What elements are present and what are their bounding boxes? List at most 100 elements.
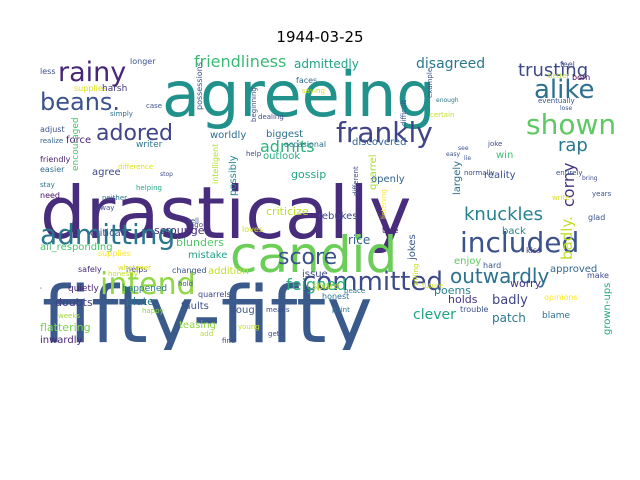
cloud-word-144: easy (446, 151, 460, 158)
cloud-word-83: trouble (460, 305, 489, 314)
cloud-word-96: glad (588, 213, 605, 222)
cloud-word-137: replied (40, 272, 42, 296)
cloud-word-138: difference (118, 163, 153, 171)
cloud-word-91: happy (142, 307, 164, 315)
cloud-word-75: quietly (68, 284, 99, 294)
cloud-word-93: opinions (544, 293, 578, 302)
cloud-word-64: possibly (228, 155, 239, 196)
cloud-word-113: joke (487, 140, 502, 148)
cloud-word-139: stop (160, 171, 173, 178)
cloud-word-60: worldly (210, 130, 246, 141)
cloud-word-135: honestly (108, 270, 138, 278)
cloud-word-148: willing (412, 264, 420, 286)
cloud-word-72: largely (452, 161, 463, 195)
cloud-word-90: weeks (58, 312, 80, 320)
cloud-word-22: corny (559, 163, 578, 208)
cloud-word-24: badly. (558, 216, 576, 260)
cloud-word-73: grown-ups (602, 283, 613, 335)
cloud-word-142: see (458, 145, 469, 152)
cloud-word-25: admittedly (294, 57, 359, 71)
cloud-word-105: better (548, 72, 570, 80)
cloud-word-66: addition (208, 266, 249, 277)
cloud-word-55: win (496, 150, 513, 161)
cloud-word-133: whatever (118, 264, 151, 272)
cloud-word-103: born (572, 73, 590, 82)
cloud-word-87: easier (40, 165, 65, 174)
cloud-word-92: blame (542, 311, 570, 321)
cloud-word-5: admitting (40, 218, 175, 251)
cloud-word-40: doubts (55, 296, 93, 309)
cloud-word-62: encouraged (71, 117, 81, 171)
word-cloud: fifty-fifty drastically agreeing candid incl… (40, 50, 620, 350)
cloud-word-53: openly (371, 174, 405, 185)
cloud-word-46: blunders (176, 236, 224, 249)
cloud-word-102: saying (302, 87, 325, 95)
cloud-word-109: adjust (40, 125, 65, 134)
cloud-word-9: rainy (58, 57, 126, 88)
cloud-word-145: bring (582, 175, 598, 182)
cloud-word-61: possessions (195, 62, 204, 110)
cloud-word-101: faces (296, 76, 317, 85)
cloud-word-36: holds (448, 293, 478, 306)
cloud-word-20: disagreed (416, 56, 485, 72)
cloud-word-141: lose (560, 105, 572, 112)
cloud-word-95: kiss (526, 246, 541, 255)
cloud-word-128: add (200, 330, 213, 338)
cloud-word-58: supplies (74, 84, 107, 93)
cloud-word-44: rice (348, 233, 370, 247)
cloud-word-131: future (422, 282, 443, 290)
cloud-word-85: different (352, 166, 360, 196)
cloud-word-132: ago (190, 221, 203, 229)
cloud-word-114: certain (430, 111, 454, 119)
cloud-word-70: jokes (407, 234, 418, 261)
cloud-word-11: beans. (40, 88, 120, 116)
cloud-word-80: safely (78, 265, 102, 274)
cloud-word-71: back (502, 226, 526, 237)
cloud-word-65: intelligent (211, 144, 220, 184)
cloud-word-63: writer (136, 140, 163, 150)
cloud-word-33: poems (434, 284, 471, 297)
cloud-word-13: alike (534, 75, 595, 105)
cloud-word-79: helps (126, 265, 147, 274)
cloud-word-50: outlook (263, 151, 300, 162)
cloud-word-49: quarrel (368, 154, 379, 190)
cloud-word-147: example (426, 68, 434, 98)
cloud-word-76: happened (122, 284, 167, 294)
cloud-word-37: worry (510, 277, 542, 290)
cloud-word-121: helping (136, 184, 162, 192)
cloud-word-129: young (238, 323, 260, 331)
cloud-word-7: committed (302, 267, 443, 297)
cloud-word-117: entirely (556, 169, 583, 177)
cloud-word-86: friendly (40, 155, 71, 164)
cloud-word-146: difficult (400, 100, 408, 126)
cloud-word-94: hard (483, 261, 501, 270)
cloud-word-98: true (382, 226, 398, 235)
cloud-word-16: outwardly (450, 264, 549, 288)
cloud-word-8: frankly (336, 116, 433, 149)
cloud-word-57: force (66, 135, 91, 146)
cloud-word-140: enough (436, 97, 459, 104)
cloud-word-111: help (246, 150, 262, 158)
cloud-word-130: means (266, 306, 290, 314)
cloud-word-3: candid (230, 226, 397, 284)
cloud-word-67: issue (302, 269, 328, 280)
cloud-word-89: away (96, 204, 114, 212)
cloud-word-34: patch (492, 311, 526, 325)
cloud-word-125: peace (344, 287, 365, 295)
cloud-word-108: case (146, 102, 162, 110)
cloud-word-99: less (40, 67, 55, 76)
cloud-word-21: admits (260, 137, 315, 156)
cloud-word-23: rap (558, 135, 588, 156)
cloud-word-56: agree (92, 167, 121, 178)
cloud-word-123: write (552, 194, 570, 202)
cloud-word-18: feigned (286, 275, 346, 294)
cloud-word-120: stay (40, 181, 55, 189)
cloud-word-104: feel (560, 60, 575, 69)
cloud-word-126: gets (268, 330, 283, 338)
cloud-word-39: inwardly (40, 335, 82, 346)
cloud-word-119: neither (102, 194, 127, 202)
cloud-word-15: knuckles (464, 204, 543, 225)
cloud-word-97: make (587, 271, 609, 280)
cloud-word-12: adored (96, 121, 173, 146)
cloud-word-45: mistake (188, 250, 227, 261)
